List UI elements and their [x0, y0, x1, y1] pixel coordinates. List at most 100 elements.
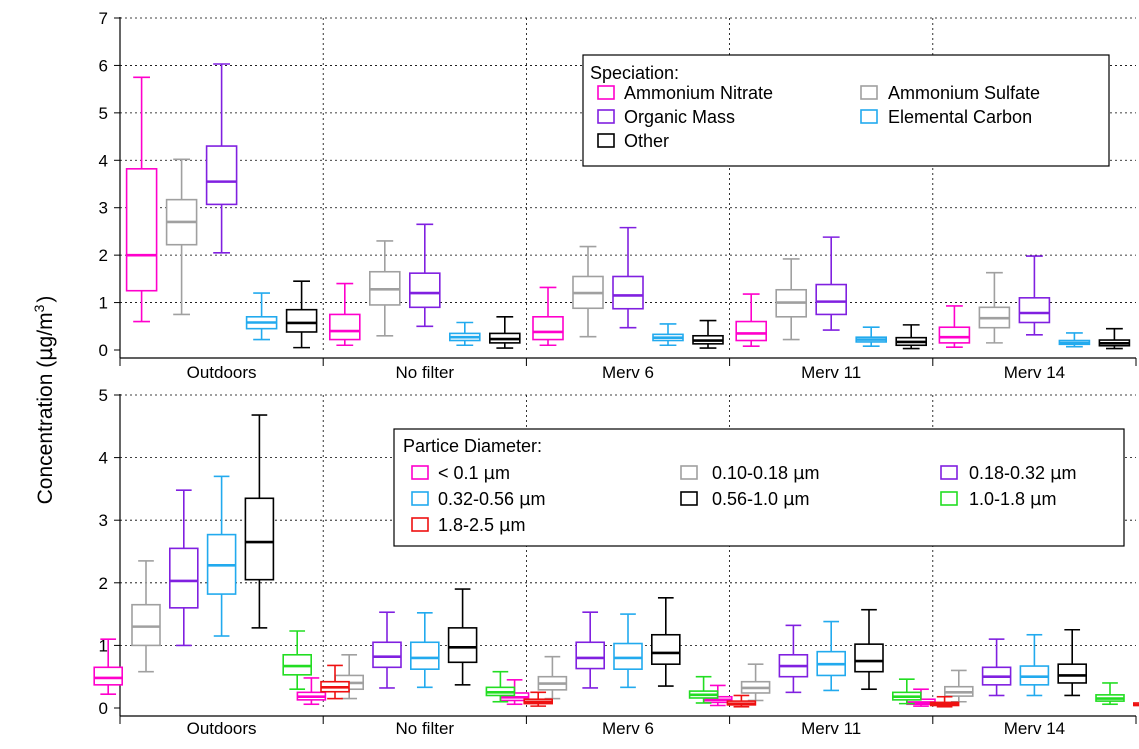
box-other — [692, 319, 724, 349]
box-0-32-0-56-m — [409, 612, 440, 689]
box-body — [205, 145, 238, 206]
box-1-8-2-5-m — [1133, 702, 1139, 707]
box-body — [169, 547, 199, 609]
x-category-label: No filter — [396, 719, 455, 738]
legend-entry-label: 1.8-2.5 µm — [438, 515, 526, 536]
legend-swatch — [680, 491, 698, 506]
legend-swatch — [597, 133, 615, 148]
box-body — [575, 641, 606, 670]
legend-swatch — [940, 465, 958, 480]
box-body — [613, 642, 643, 670]
box-other — [895, 324, 928, 350]
box-body — [854, 643, 884, 673]
x-category-label: Merv 11 — [801, 719, 861, 738]
legend-swatch — [597, 85, 615, 100]
x-category-label: Merv 6 — [602, 363, 654, 382]
box-other — [285, 280, 318, 349]
box-ammonium-nitrate — [328, 282, 361, 347]
legend-entry-label: 0.56-1.0 µm — [712, 489, 810, 510]
box-0-32-0-56-m — [206, 475, 237, 637]
box-0-10-0-18-m — [131, 560, 161, 673]
box-body — [532, 315, 564, 341]
box-organic-mass — [1018, 255, 1051, 336]
legend-swatch — [860, 85, 878, 100]
box-body — [735, 320, 768, 342]
y-tick-label: 3 — [99, 511, 108, 530]
y-tick-label: 3 — [99, 199, 108, 218]
legend-swatch — [860, 109, 878, 124]
box-ammonium-nitrate — [938, 305, 971, 348]
legend-box — [582, 54, 1110, 167]
legend-entry-label: 0.18-0.32 µm — [969, 463, 1077, 484]
legend-entry-label: Other — [624, 131, 669, 151]
box-elemental-carbon — [855, 326, 888, 348]
box-1-0-1-8-m — [891, 678, 922, 705]
box-elemental-carbon — [652, 323, 684, 347]
particle-diameter-panel: 0 1 2 3 4 5 Outdoors No filter Merv 6 Merv 11 Merv… — [93, 386, 1139, 738]
box-0-32-0-56-m — [1019, 633, 1050, 697]
y-tick-label: 2 — [99, 246, 108, 265]
box-organic-mass — [205, 63, 238, 254]
box-body — [328, 313, 361, 341]
y-tick-label: 5 — [99, 386, 108, 405]
legend-entry-label: Ammonium Sulfate — [888, 83, 1040, 103]
box-0-18-0-32-m — [981, 638, 1012, 697]
box-1-0-1-8-m — [688, 675, 719, 704]
box-0-56-1-0-m — [1057, 628, 1087, 697]
legend-entry-label: 0.10-0.18 µm — [712, 463, 820, 484]
legend-title: Speciation: — [590, 63, 679, 83]
box-1-8-2-5-m — [726, 694, 757, 708]
box-0-10-0-18-m — [537, 655, 568, 700]
box-ammonium-sulfate — [165, 158, 198, 316]
box-body — [1057, 663, 1087, 684]
speciation-panel: 0 1 2 3 4 5 6 7 Outdoors No filter Merv 6 Merv 11 Me… — [99, 9, 1137, 382]
box-other — [488, 315, 521, 349]
legend-swatch — [680, 465, 698, 480]
box-0-32-0-56-m — [613, 613, 643, 689]
box-body — [938, 326, 971, 344]
x-category-label: Merv 14 — [1004, 719, 1065, 738]
legend-swatch — [411, 465, 429, 480]
box-ammonium-sulfate — [978, 271, 1011, 344]
x-category-label: Merv 11 — [801, 363, 861, 382]
box-organic-mass — [612, 226, 644, 329]
y-tick-label: 4 — [99, 151, 108, 170]
box-elemental-carbon — [448, 321, 481, 347]
box-1-8-2-5-m — [929, 695, 960, 708]
box-1-0-1-8-m — [485, 670, 516, 703]
box-body — [409, 641, 440, 670]
box-ammonium-sulfate — [775, 258, 808, 341]
box-1-8-2-5-m — [320, 664, 350, 700]
box-organic-mass — [815, 236, 848, 331]
box-body — [408, 272, 441, 309]
box-body — [815, 283, 848, 316]
box-0-56-1-0-m — [854, 608, 884, 691]
box-body — [1018, 297, 1051, 324]
y-axis-label: Concentration (µg/m3) — [31, 296, 57, 505]
x-category-label: No filter — [396, 363, 455, 382]
y-tick-label: 1 — [99, 294, 108, 313]
box-ammonium-nitrate — [735, 293, 768, 348]
box-1-0-1-8-m — [1095, 682, 1125, 706]
legend: Partice Diameter: < 0.1 µm 0.10-0.18 µm 0.1… — [393, 428, 1125, 547]
x-category-label: Outdoors — [187, 719, 257, 738]
box--0-1-m — [296, 677, 327, 706]
legend-box — [393, 428, 1125, 547]
box-ammonium-sulfate — [368, 240, 401, 337]
box-0-18-0-32-m — [778, 624, 809, 694]
box-organic-mass — [408, 223, 441, 328]
box-ammonium-nitrate — [532, 286, 564, 347]
box-0-18-0-32-m — [169, 489, 199, 647]
legend-swatch — [597, 109, 615, 124]
x-category-label: Merv 6 — [602, 719, 654, 738]
box-body — [650, 633, 681, 665]
y-tick-label: 1 — [99, 636, 108, 655]
y-tick-label: 6 — [99, 56, 108, 75]
box-0-56-1-0-m — [447, 588, 478, 686]
box-1-8-2-5-m — [523, 691, 554, 707]
legend-title: Partice Diameter: — [403, 436, 542, 456]
box-elemental-carbon — [245, 292, 278, 341]
box--0-1-m — [93, 638, 123, 696]
legend-swatch — [411, 517, 429, 532]
